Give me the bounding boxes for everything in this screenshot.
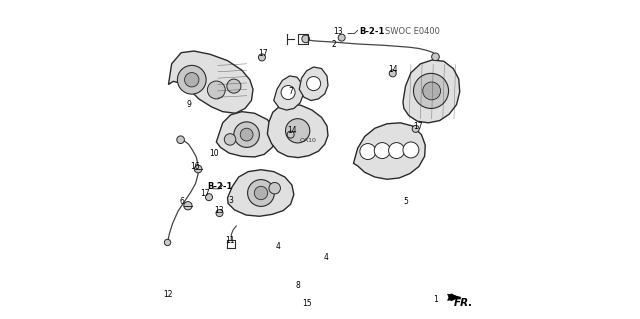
Circle shape: [374, 143, 390, 159]
Text: 6: 6: [180, 197, 184, 206]
Polygon shape: [403, 60, 460, 123]
Circle shape: [184, 73, 199, 87]
Text: 2: 2: [332, 40, 336, 48]
Polygon shape: [447, 294, 461, 300]
Text: SWOC E0400: SWOC E0400: [385, 27, 440, 36]
Text: 13: 13: [214, 206, 225, 215]
Circle shape: [431, 53, 439, 61]
Circle shape: [177, 136, 184, 144]
Circle shape: [389, 70, 396, 77]
Text: 5: 5: [403, 197, 408, 206]
Circle shape: [307, 77, 321, 91]
Text: 11: 11: [225, 236, 235, 245]
Circle shape: [413, 73, 449, 108]
Text: 4: 4: [275, 242, 280, 251]
Text: 15: 15: [303, 299, 312, 308]
Text: 13: 13: [333, 27, 343, 36]
Circle shape: [227, 79, 241, 93]
Polygon shape: [300, 67, 328, 100]
Circle shape: [240, 128, 253, 141]
Text: OA10: OA10: [300, 138, 317, 143]
Text: 9: 9: [186, 100, 191, 109]
Text: 3: 3: [229, 197, 234, 205]
Circle shape: [224, 134, 236, 145]
Polygon shape: [227, 170, 294, 216]
Text: 17: 17: [413, 122, 423, 130]
Circle shape: [388, 143, 404, 159]
Text: B-2-1: B-2-1: [359, 27, 384, 36]
Text: 17: 17: [259, 49, 268, 58]
Circle shape: [287, 131, 294, 138]
Polygon shape: [274, 76, 303, 110]
Text: 7: 7: [288, 87, 293, 96]
Circle shape: [403, 142, 419, 158]
Polygon shape: [268, 104, 328, 158]
Circle shape: [164, 239, 171, 246]
Circle shape: [195, 165, 202, 173]
Text: FR.: FR.: [454, 298, 474, 308]
Circle shape: [248, 180, 275, 206]
Text: 4: 4: [323, 253, 328, 262]
Text: 14: 14: [287, 126, 297, 135]
Circle shape: [216, 210, 223, 217]
Circle shape: [184, 202, 192, 210]
Circle shape: [360, 144, 376, 160]
Text: 14: 14: [388, 65, 397, 74]
Text: 10: 10: [209, 149, 219, 158]
Text: 8: 8: [296, 281, 301, 290]
Circle shape: [285, 119, 310, 143]
Circle shape: [302, 35, 310, 43]
Circle shape: [259, 54, 266, 61]
Circle shape: [269, 182, 280, 194]
Circle shape: [254, 186, 268, 200]
Circle shape: [234, 122, 259, 147]
Circle shape: [205, 194, 212, 201]
Text: 16: 16: [190, 162, 200, 171]
Circle shape: [177, 65, 206, 94]
Polygon shape: [216, 112, 275, 157]
Polygon shape: [353, 123, 425, 179]
Circle shape: [412, 125, 419, 132]
Circle shape: [422, 82, 440, 100]
Text: B-2-1: B-2-1: [208, 182, 233, 191]
Text: 1: 1: [433, 295, 438, 304]
Polygon shape: [168, 51, 253, 113]
Circle shape: [207, 81, 225, 99]
Circle shape: [281, 85, 295, 100]
Circle shape: [338, 34, 345, 41]
Text: 17: 17: [200, 189, 210, 198]
Text: 12: 12: [163, 290, 172, 299]
